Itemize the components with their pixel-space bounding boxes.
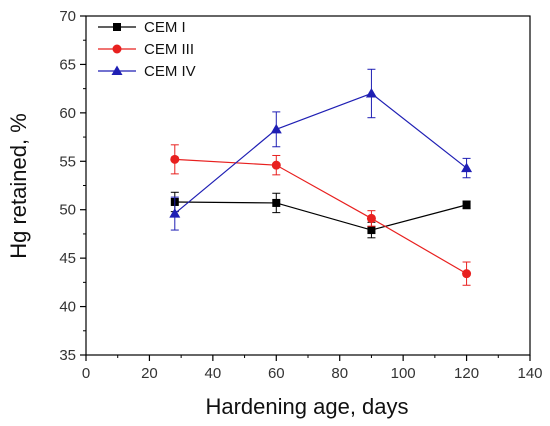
x-axis-title: Hardening age, days — [205, 394, 408, 419]
x-tick-label: 140 — [517, 365, 542, 382]
legend-label: CEM I — [144, 19, 186, 36]
data-point — [367, 226, 376, 235]
series-cem-iv — [169, 68, 473, 231]
y-tick-label: 55 — [59, 153, 76, 170]
data-point — [170, 154, 180, 164]
legend-label: CEM IV — [144, 63, 196, 80]
x-tick-label: 120 — [454, 365, 479, 382]
data-point — [271, 160, 281, 170]
axes: 0 20 40 60 80 100 120 140 35 40 45 50 55 60 65 70 — [59, 8, 542, 382]
data-point — [270, 123, 282, 134]
legend-marker — [112, 44, 122, 54]
legend-marker — [113, 23, 121, 31]
y-tick-label: 60 — [59, 105, 76, 122]
legend-entry: CEM IV — [98, 63, 196, 80]
data-point — [462, 269, 472, 279]
y-tick-label: 45 — [59, 250, 76, 267]
x-tick-label: 40 — [205, 365, 222, 382]
series-line — [174, 201, 467, 231]
y-tick-label: 65 — [59, 56, 76, 73]
series-line — [174, 92, 467, 215]
legend-entry: CEM III — [98, 41, 194, 58]
series-cem-i — [170, 191, 471, 239]
data-point — [365, 87, 377, 98]
series-cem-iii — [170, 144, 472, 286]
data-point — [366, 213, 376, 223]
y-tick-label: 40 — [59, 299, 76, 316]
x-tick-label: 100 — [391, 365, 416, 382]
data-point — [169, 208, 181, 218]
series-line — [174, 158, 467, 275]
x-tick-label: 20 — [141, 365, 158, 382]
y-tick-label: 50 — [59, 202, 76, 219]
x-tick-label: 80 — [331, 365, 348, 382]
y-tick-label: 35 — [59, 347, 76, 364]
y-axis-title: Hg retained, % — [6, 113, 31, 259]
y-tick-label: 70 — [59, 8, 76, 25]
data-point — [272, 198, 281, 207]
data-point — [462, 200, 471, 209]
legend: CEM I CEM III CEM IV — [98, 19, 196, 80]
legend-label: CEM III — [144, 41, 194, 58]
legend-marker — [111, 65, 123, 75]
series-layer — [169, 68, 473, 286]
x-tick-label: 60 — [268, 365, 285, 382]
legend-entry: CEM I — [98, 19, 186, 36]
x-tick-label: 0 — [82, 365, 90, 382]
data-point — [461, 162, 473, 173]
